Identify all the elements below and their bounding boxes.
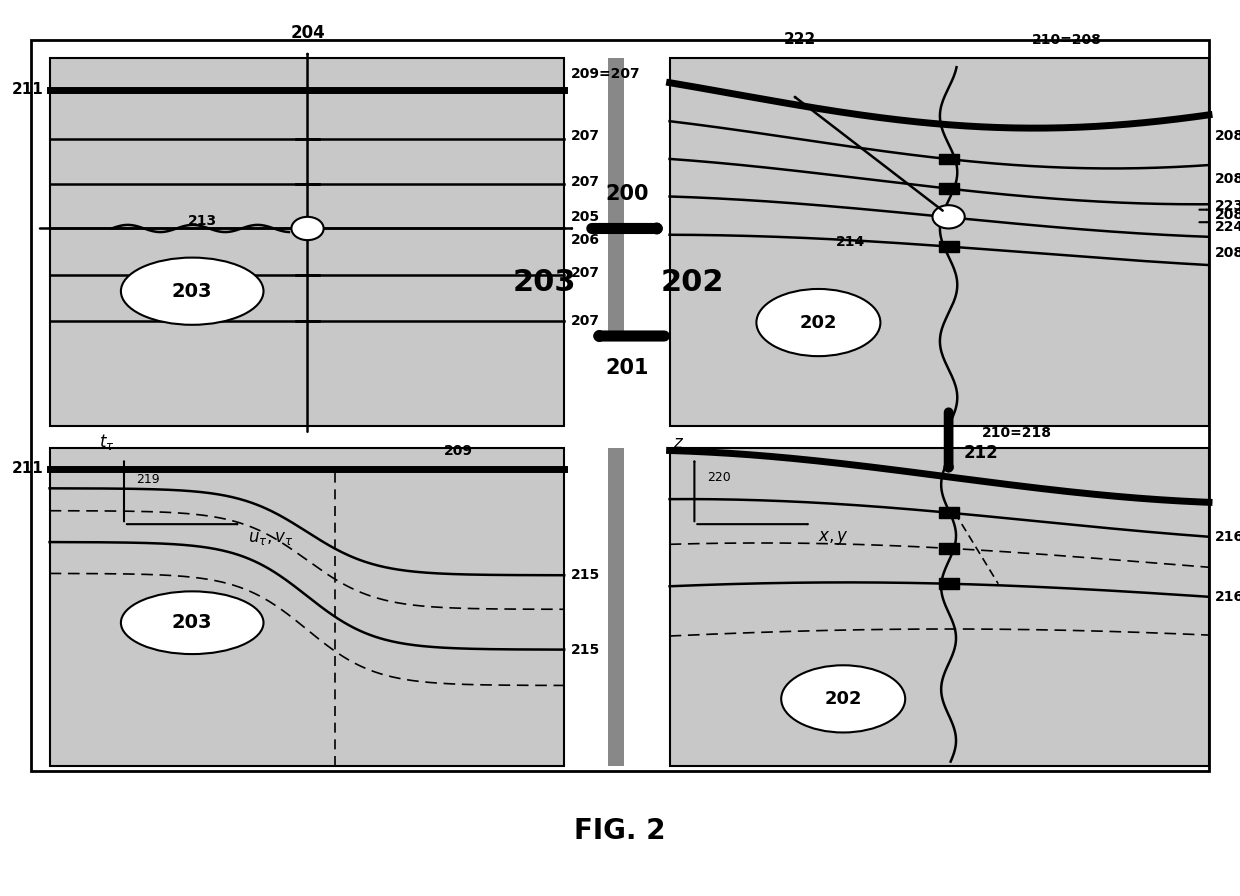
Text: 200: 200 <box>605 185 650 204</box>
Ellipse shape <box>781 665 905 733</box>
Text: 203: 203 <box>172 613 212 633</box>
Text: 209: 209 <box>444 444 474 458</box>
Text: 215: 215 <box>570 568 600 582</box>
Text: 201: 201 <box>605 358 650 378</box>
Bar <box>609 58 624 340</box>
Text: 211: 211 <box>11 461 43 476</box>
Bar <box>939 154 959 165</box>
Text: 207: 207 <box>570 129 599 143</box>
Text: 213: 213 <box>188 214 217 228</box>
Text: FIG. 2: FIG. 2 <box>574 817 666 846</box>
Bar <box>609 448 624 766</box>
Ellipse shape <box>120 591 263 654</box>
Text: 207: 207 <box>570 314 599 328</box>
Bar <box>939 241 959 252</box>
Text: 203: 203 <box>513 268 577 297</box>
Text: 210=218: 210=218 <box>982 426 1052 440</box>
Text: 211: 211 <box>11 82 43 97</box>
Text: 207: 207 <box>570 175 599 189</box>
Text: 219: 219 <box>136 473 160 486</box>
Text: 207: 207 <box>570 266 599 280</box>
Text: 216: 216 <box>1215 530 1240 544</box>
Text: $u_\tau, v_\tau$: $u_\tau, v_\tau$ <box>248 529 294 547</box>
Text: $t_\tau$: $t_\tau$ <box>98 433 114 452</box>
Bar <box>31 40 1209 771</box>
Bar <box>670 448 1209 766</box>
Ellipse shape <box>120 258 263 324</box>
Text: 203: 203 <box>172 281 212 301</box>
Bar <box>939 184 959 194</box>
Bar <box>670 58 1209 426</box>
Text: $x, y$: $x, y$ <box>818 529 849 547</box>
Text: $z$: $z$ <box>673 435 684 452</box>
Text: 209=207: 209=207 <box>570 67 640 82</box>
Text: 206: 206 <box>570 233 599 247</box>
Text: 222: 222 <box>784 32 816 47</box>
Text: 208: 208 <box>1215 246 1240 260</box>
Text: 223: 223 <box>1215 199 1240 213</box>
Bar <box>939 507 959 518</box>
Text: 208: 208 <box>1215 208 1240 222</box>
Bar <box>939 578 959 589</box>
Ellipse shape <box>756 289 880 356</box>
Text: 216: 216 <box>1215 590 1240 604</box>
Text: 220: 220 <box>707 471 730 484</box>
Text: 224: 224 <box>1215 220 1240 234</box>
Bar <box>939 543 959 554</box>
Text: 210=208: 210=208 <box>1032 33 1101 47</box>
Text: 202: 202 <box>825 690 862 708</box>
Text: 208: 208 <box>1215 129 1240 143</box>
Bar <box>50 448 564 766</box>
Circle shape <box>291 217 324 240</box>
Text: 202: 202 <box>661 268 724 297</box>
Bar <box>50 58 564 426</box>
Text: 212: 212 <box>963 444 998 461</box>
Text: 204: 204 <box>290 24 325 42</box>
Circle shape <box>932 205 965 228</box>
Text: 205: 205 <box>570 210 599 224</box>
Text: 214: 214 <box>836 235 866 249</box>
Text: 202: 202 <box>800 314 837 332</box>
Text: 208: 208 <box>1215 172 1240 186</box>
Text: 215: 215 <box>570 642 600 657</box>
